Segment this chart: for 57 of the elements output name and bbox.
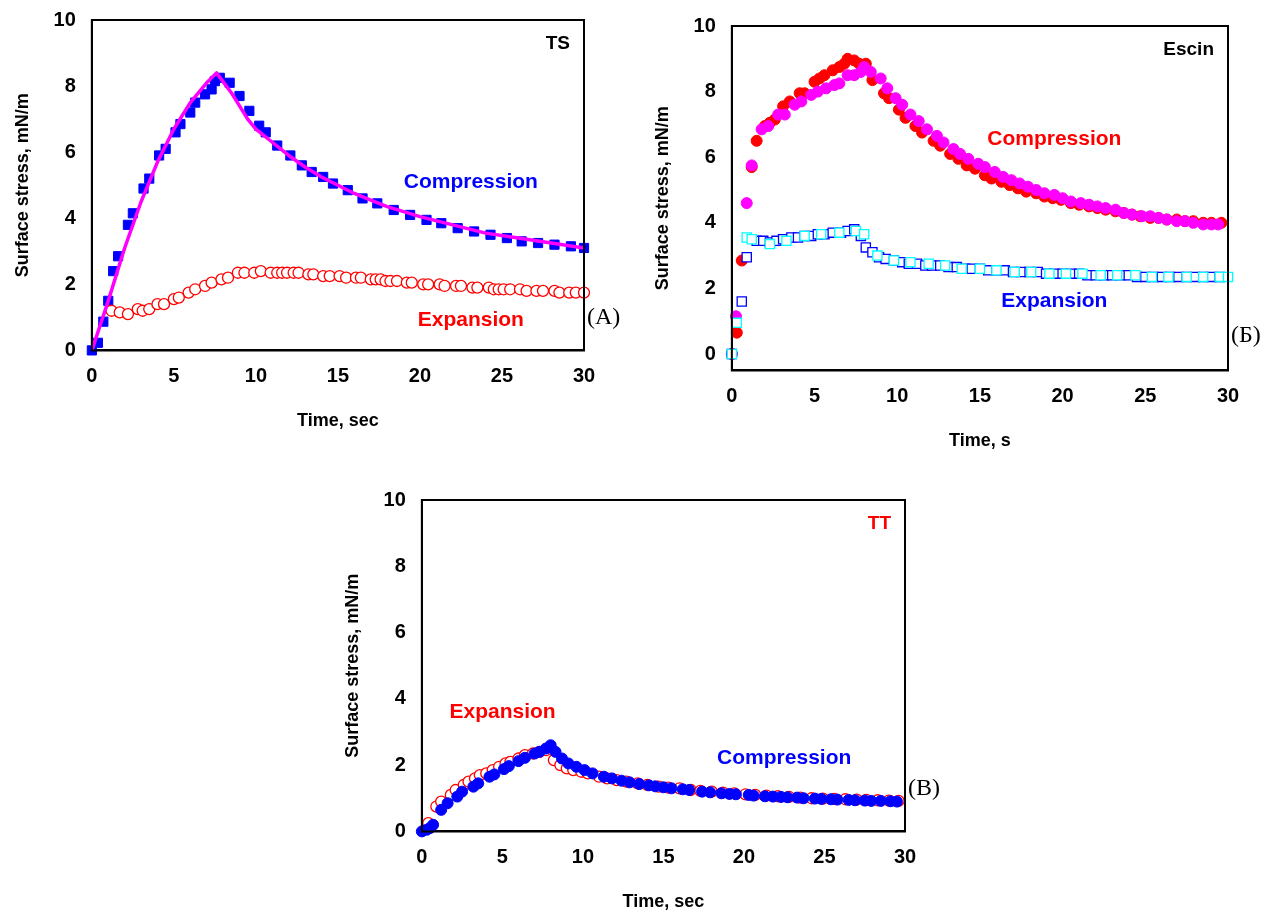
x-tick-label: 30 (893, 844, 917, 867)
x-tick-label: 20 (408, 363, 432, 386)
x-tick-label: 0 (726, 383, 738, 406)
text: (Б) (1231, 321, 1261, 348)
x-tick-label: 25 (1134, 383, 1157, 406)
y-tick-label: 6 (704, 144, 716, 167)
x-tick-label: 10 (244, 363, 268, 386)
x-tick-label: 25 (813, 844, 836, 867)
text: (В) (908, 773, 940, 800)
y-tick-label: 0 (394, 818, 406, 841)
y-tick-label: 4 (394, 686, 407, 709)
y-tick-label: 10 (383, 487, 406, 510)
series-label: Compression (403, 168, 538, 192)
series-label: Compression (717, 745, 852, 769)
y-tick-label: 2 (394, 752, 406, 775)
series-label: Compression (987, 126, 1122, 150)
x-axis-title: Time, s (949, 430, 1011, 451)
y-tick-label: 4 (64, 205, 77, 228)
y-tick-label: 10 (53, 7, 76, 30)
y-axis-title: Surface stress, mN/m (651, 106, 672, 291)
x-tick-label: 0 (86, 363, 98, 386)
x-tick-label: 20 (1051, 383, 1074, 406)
y-tick-label: 4 (704, 210, 717, 233)
x-tick-label: 15 (326, 363, 350, 386)
x-tick-label: 20 (732, 844, 756, 867)
series-label: Expansion (417, 307, 524, 331)
y-axis-title: Surface stress, mN/m (11, 93, 32, 278)
x-tick-label: 0 (416, 844, 428, 867)
x-tick-label: 15 (968, 383, 992, 406)
x-tick-label: 5 (808, 383, 821, 406)
y-axis-title: Surface stress, mN/m (341, 573, 362, 758)
text: (A) (587, 302, 621, 329)
y-tick-label: 8 (394, 553, 406, 576)
x-tick-label: 30 (1216, 383, 1240, 406)
x-tick-label: 15 (652, 844, 675, 867)
y-tick-label: 8 (64, 73, 76, 96)
y-tick-label: 8 (704, 79, 716, 102)
y-tick-label: 6 (394, 620, 406, 643)
x-tick-label: 5 (168, 363, 180, 386)
x-tick-label: 10 (571, 844, 595, 867)
series-label: Expansion (1001, 288, 1108, 312)
series-label: Expansion (449, 698, 556, 722)
text: TT (867, 511, 892, 533)
x-axis-title: Time, sec (297, 410, 379, 431)
y-tick-label: 2 (64, 271, 76, 294)
text: TS (545, 31, 570, 53)
y-tick-label: 2 (704, 275, 716, 298)
x-tick-label: 5 (496, 844, 508, 867)
y-tick-label: 10 (693, 13, 716, 36)
text: Escin (1163, 37, 1214, 59)
y-tick-label: 0 (704, 341, 716, 364)
y-tick-label: 0 (64, 337, 76, 360)
y-tick-label: 6 (64, 139, 76, 162)
x-axis-title: Time, sec (622, 891, 705, 912)
x-tick-label: 30 (572, 363, 596, 386)
x-tick-label: 10 (886, 383, 909, 406)
x-tick-label: 25 (490, 363, 514, 386)
